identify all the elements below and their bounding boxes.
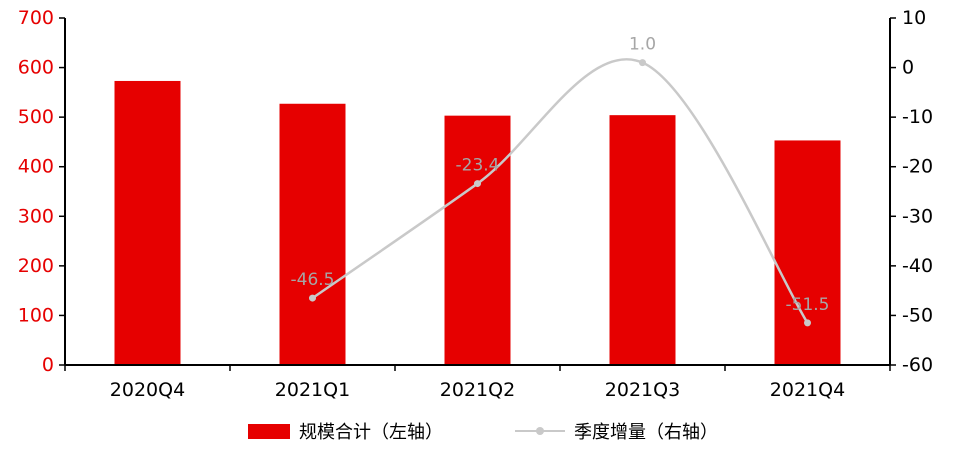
bar-2020Q4 (114, 80, 181, 365)
left-axis-tick-label: 700 (18, 7, 54, 29)
right-axis-tick-label: 10 (902, 7, 926, 29)
left-axis-tick-label: 500 (18, 106, 54, 128)
bar-2021Q3 (609, 115, 676, 365)
line-point-label: -51.5 (786, 295, 830, 315)
left-axis-tick-label: 100 (18, 304, 54, 326)
right-axis-tick-label: -60 (902, 354, 933, 376)
left-axis-tick-label: 0 (42, 354, 54, 376)
chart-legend: 规模合计（左轴） 季度增量（右轴） (0, 418, 966, 444)
bar-2021Q4 (774, 140, 841, 365)
chart-canvas: 7006005004003002001000100-10-20-30-40-50… (18, 7, 933, 401)
legend-item-quarterly-increment: 季度增量（右轴） (515, 418, 718, 444)
line-point-2021Q1 (309, 294, 316, 302)
bar-2021Q1 (279, 103, 346, 365)
right-axis-tick-label: -20 (902, 156, 933, 178)
bar-series-swatch-icon (248, 423, 290, 439)
line-point-label: -23.4 (456, 156, 500, 176)
line-point-label: 1.0 (629, 35, 656, 55)
bar-series-label: 规模合计（左轴） (299, 422, 443, 443)
x-axis-category-label: 2021Q2 (440, 379, 515, 401)
left-axis-tick-label: 300 (18, 205, 54, 227)
x-axis-category-label: 2021Q3 (605, 379, 680, 401)
line-series-swatch-icon (515, 427, 565, 435)
line-series-label: 季度增量（右轴） (574, 422, 718, 443)
line-point-2021Q3 (639, 59, 646, 67)
line-point-2021Q2 (474, 180, 481, 188)
line-series-marker-icon (536, 427, 544, 435)
line-point-2021Q4 (804, 319, 811, 327)
x-axis-category-label: 2020Q4 (110, 379, 185, 401)
right-axis-tick-label: 0 (902, 57, 914, 79)
left-axis-tick-label: 200 (18, 255, 54, 277)
right-axis-tick-label: -10 (902, 106, 933, 128)
x-axis-category-label: 2021Q1 (275, 379, 350, 401)
line-point-label: -46.5 (291, 270, 335, 290)
increment-line (311, 58, 809, 325)
left-axis-tick-label: 400 (18, 156, 54, 178)
right-axis-tick-label: -40 (902, 255, 933, 277)
x-axis-category-label: 2021Q4 (770, 379, 845, 401)
bar-2021Q2 (444, 115, 511, 365)
right-axis-tick-label: -50 (902, 304, 933, 326)
right-axis-tick-label: -30 (902, 205, 933, 227)
legend-item-scale-total: 规模合计（左轴） (248, 418, 443, 444)
left-axis-tick-label: 600 (18, 57, 54, 79)
